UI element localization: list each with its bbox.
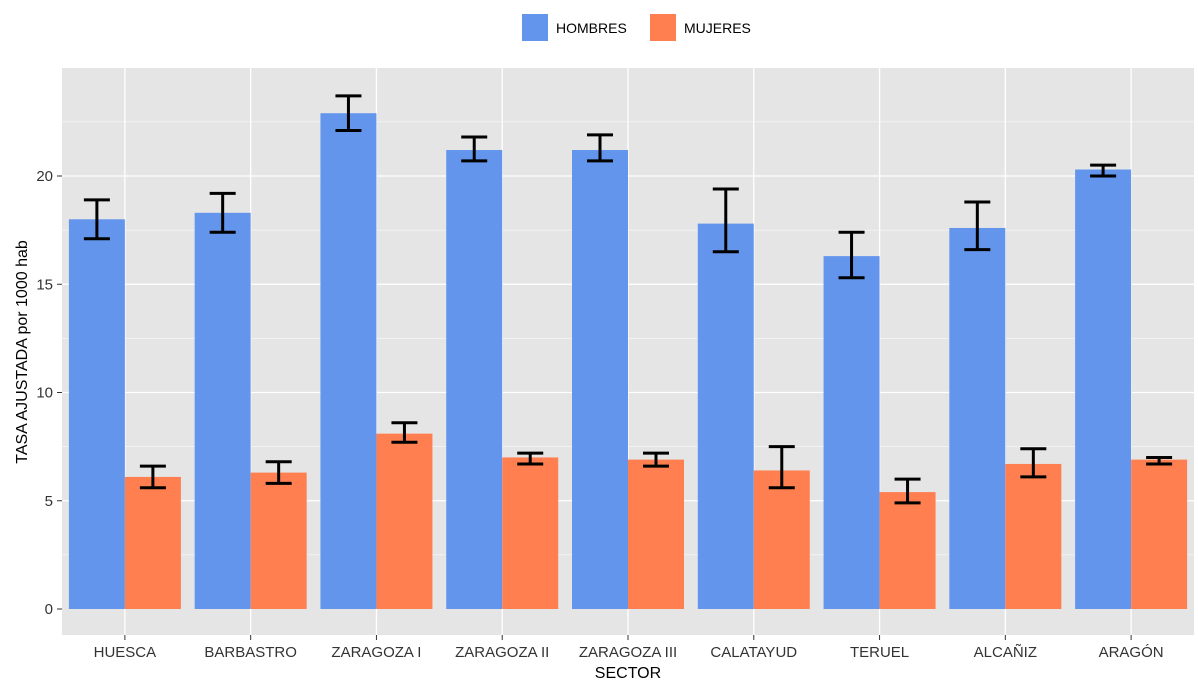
- legend-label-hombres: HOMBRES: [556, 20, 627, 36]
- x-tick-label-8: ARAGÓN: [1099, 644, 1164, 661]
- error-bar-mujeres-0: [139, 464, 166, 490]
- x-tick-label-5: CALATAYUD: [710, 644, 797, 661]
- y-tick-label: 10: [36, 385, 53, 402]
- x-tick-label-2: ZARAGOZA I: [331, 644, 421, 661]
- error-bar-hombres-2: [335, 94, 362, 133]
- y-axis: 0 5 10 15 20: [36, 168, 62, 618]
- x-tick-label-6: TERUEL: [850, 644, 909, 661]
- legend-key-hombres: [522, 14, 548, 41]
- y-tick-label: 15: [36, 276, 53, 293]
- y-tick-label: 5: [45, 493, 53, 510]
- bar-mujeres-5: [753, 470, 810, 609]
- bar-hombres-0: [68, 219, 125, 610]
- x-tick-label-0: HUESCA: [94, 644, 157, 661]
- y-tick-label: 20: [36, 168, 53, 185]
- bar-mujeres-8: [1131, 459, 1188, 609]
- x-tick-label-4: ZARAGOZA III: [579, 644, 677, 661]
- error-bar-mujeres-4: [643, 451, 669, 468]
- error-bar-mujeres-8: [1146, 455, 1173, 466]
- bar-mujeres-2: [376, 433, 433, 609]
- x-tick-label-1: BARBASTRO: [204, 644, 297, 661]
- legend-item-hombres: HOMBRES: [522, 14, 627, 41]
- bar-mujeres-6: [879, 492, 936, 609]
- error-bar-hombres-4: [587, 133, 613, 163]
- x-axis: HUESCA BARBASTRO ZARAGOZA I ZARAGOZA II ZARA…: [94, 635, 1164, 661]
- bar-hombres-2: [320, 113, 377, 609]
- bar-hombres-8: [1075, 169, 1132, 609]
- error-bar-mujeres-3: [517, 451, 544, 466]
- legend: HOMBRES MUJERES: [522, 14, 751, 41]
- error-bar-hombres-1: [209, 191, 236, 234]
- error-bar-hombres-6: [838, 230, 865, 280]
- error-bar-mujeres-6: [894, 477, 921, 505]
- bar-hombres-6: [823, 256, 880, 609]
- error-bar-hombres-8: [1090, 163, 1117, 178]
- y-axis-title: TASA AJUSTADA por 1000 hab: [14, 240, 31, 464]
- bar-hombres-5: [697, 223, 754, 609]
- legend-key-mujeres: [650, 14, 676, 41]
- bars: [68, 113, 1188, 610]
- error-bar-hombres-3: [461, 135, 488, 163]
- bar-hombres-1: [194, 212, 251, 609]
- y-tick-label: 0: [45, 601, 53, 618]
- bar-mujeres-7: [1005, 463, 1062, 609]
- x-axis-title: SECTOR: [595, 665, 661, 681]
- error-bar-mujeres-7: [1020, 447, 1047, 479]
- legend-item-mujeres: MUJERES: [650, 14, 751, 41]
- error-bar-mujeres-1: [265, 460, 292, 485]
- bar-mujeres-4: [628, 459, 684, 609]
- error-bars: [83, 94, 1173, 505]
- bar-mujeres-3: [502, 457, 559, 609]
- legend-label-mujeres: MUJERES: [684, 20, 751, 36]
- bar-mujeres-0: [124, 476, 181, 609]
- bar-hombres-7: [949, 227, 1006, 609]
- x-tick-label-3: ZARAGOZA II: [455, 644, 549, 661]
- x-tick-label-7: ALCAÑIZ: [974, 644, 1037, 661]
- bar-mujeres-1: [250, 472, 307, 609]
- error-bar-hombres-0: [83, 198, 110, 241]
- bar-hombres-4: [572, 150, 628, 609]
- bar-hombres-3: [446, 150, 503, 609]
- error-bar-mujeres-5: [768, 445, 795, 490]
- error-bar-hombres-5: [712, 187, 739, 254]
- error-bar-hombres-7: [964, 200, 991, 252]
- error-bar-mujeres-2: [391, 421, 418, 444]
